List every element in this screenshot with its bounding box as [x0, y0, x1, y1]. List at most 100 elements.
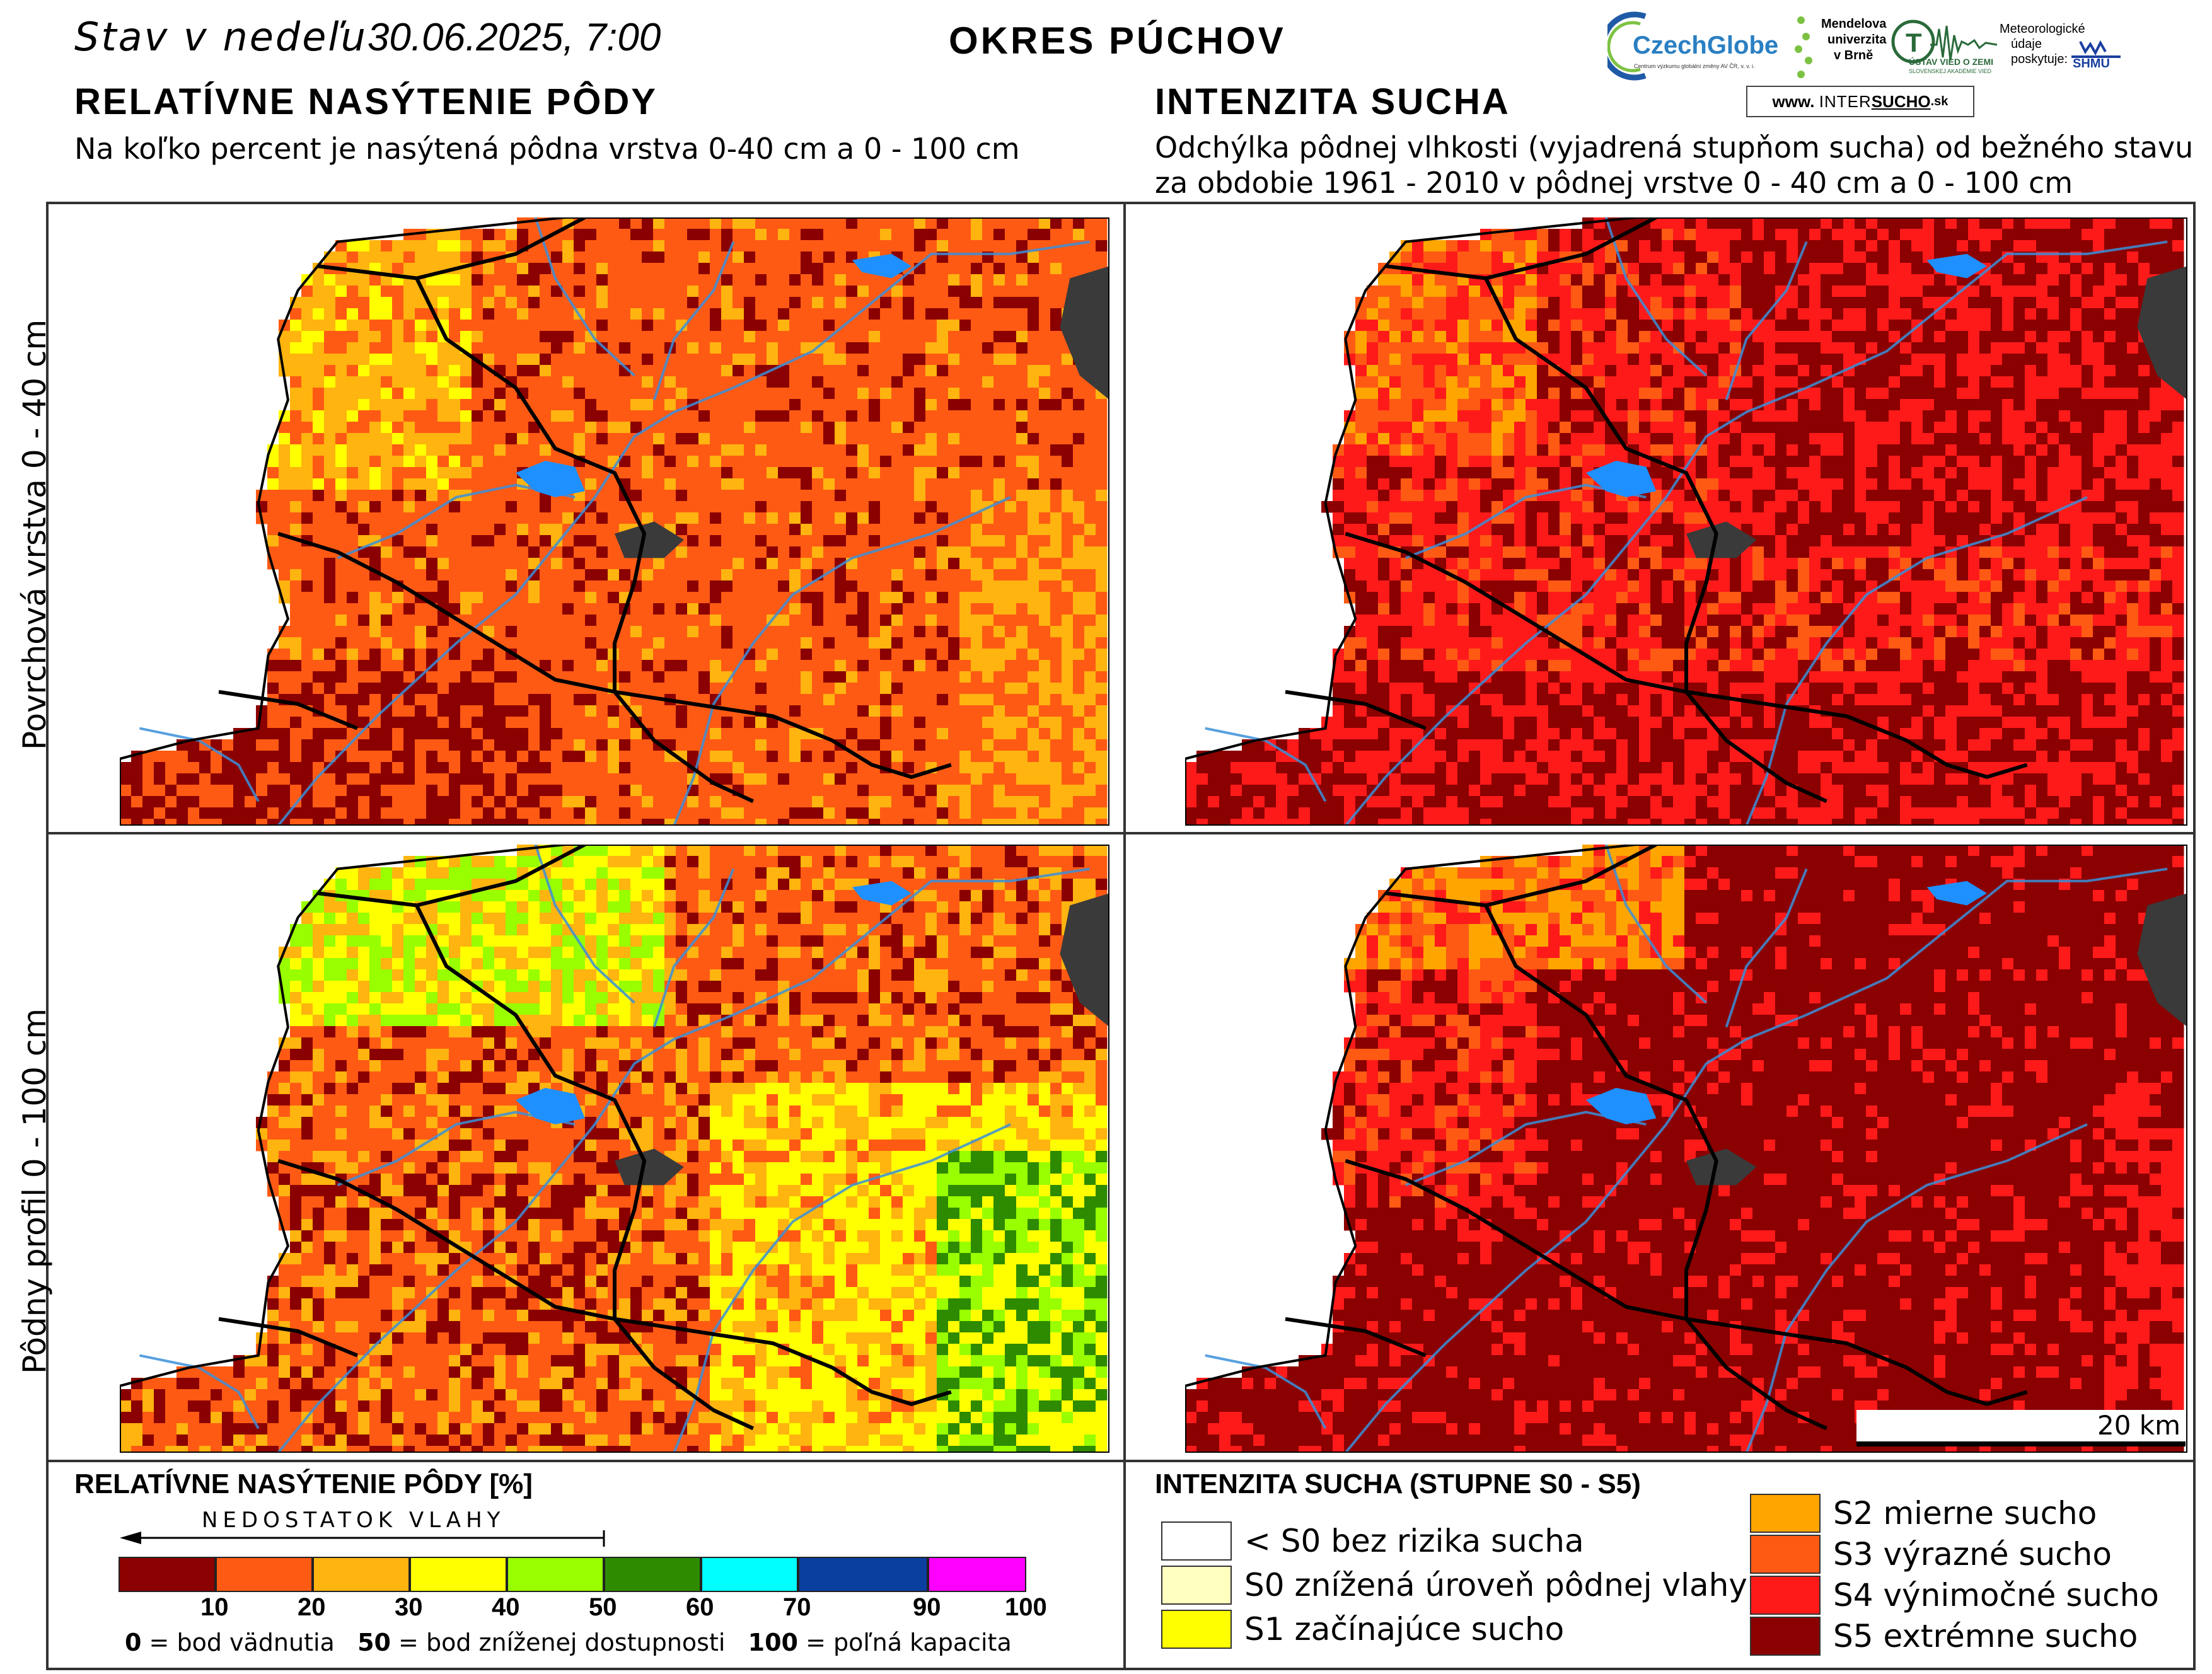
- raster-cell: [551, 751, 563, 763]
- raster-cell: [1855, 286, 1867, 297]
- raster-cell: [585, 535, 597, 547]
- raster-cell: [472, 796, 484, 808]
- raster-cell: [426, 671, 438, 683]
- raster-cell: [948, 694, 960, 706]
- raster-cell: [290, 603, 302, 615]
- raster-cell: [698, 308, 710, 320]
- intersucho-link[interactable]: www. INTER SUCHO .sk: [1746, 86, 1974, 117]
- raster-cell: [1650, 286, 1662, 297]
- raster-cell: [1877, 229, 1889, 241]
- raster-cell: [165, 819, 177, 826]
- raster-cell: [437, 569, 449, 581]
- raster-cell: [767, 683, 779, 695]
- raster-cell: [369, 728, 381, 740]
- raster-cell: [347, 660, 359, 672]
- raster-cell: [562, 501, 574, 513]
- raster-cell: [369, 251, 381, 263]
- raster-cell: [483, 603, 495, 615]
- raster-cell: [1866, 229, 1878, 241]
- raster-cell: [993, 626, 1005, 638]
- raster-cell: [755, 240, 767, 252]
- raster-cell: [335, 422, 347, 434]
- raster-cell: [233, 728, 245, 740]
- raster-cell: [574, 615, 586, 626]
- raster-cell: [653, 354, 665, 366]
- raster-cell: [733, 819, 744, 826]
- raster-cell: [1005, 263, 1017, 275]
- raster-cell: [880, 512, 892, 524]
- raster-cell: [460, 478, 472, 490]
- raster-cell: [1062, 365, 1074, 377]
- raster-cell: [687, 558, 699, 570]
- raster-cell: [2047, 286, 2059, 297]
- raster-cell: [188, 773, 200, 785]
- raster-cell: [1084, 422, 1096, 434]
- raster-cell: [392, 705, 404, 717]
- raster-cell: [256, 807, 268, 819]
- raster-cell: [369, 320, 381, 332]
- raster-cell: [449, 558, 461, 570]
- raster-cell: [562, 751, 574, 763]
- raster-cell: [154, 807, 166, 819]
- raster-cell: [971, 819, 983, 826]
- raster-cell: [1741, 308, 1753, 320]
- raster-cell: [744, 308, 756, 320]
- raster-cell: [959, 331, 971, 343]
- raster-cell: [993, 433, 1005, 445]
- raster-cell: [971, 762, 983, 774]
- raster-cell: [528, 807, 540, 819]
- raster-cell: [925, 819, 937, 826]
- raster-cell: [846, 626, 858, 638]
- raster-cell: [177, 785, 188, 797]
- raster-cell: [914, 286, 926, 297]
- raster-cell: [744, 671, 756, 683]
- raster-cell: [1050, 308, 1062, 320]
- raster-cell: [653, 512, 665, 524]
- raster-cell: [653, 773, 665, 785]
- raster-cell: [324, 331, 336, 343]
- raster-cell: [483, 558, 495, 570]
- raster-cell: [801, 694, 813, 706]
- raster-cell: [415, 365, 427, 377]
- raster-cell: [982, 626, 994, 638]
- raster-cell: [449, 580, 461, 592]
- raster-cell: [381, 512, 393, 524]
- raster-cell: [517, 705, 529, 717]
- raster-cell: [301, 433, 313, 445]
- raster-cell: [959, 297, 971, 309]
- raster-cell: [437, 467, 449, 479]
- raster-cell: [812, 297, 824, 309]
- raster-cell: [733, 297, 744, 309]
- raster-cell: [301, 444, 313, 456]
- raster-cell: [891, 467, 903, 479]
- raster-cell: [279, 524, 291, 536]
- raster-cell: [596, 342, 608, 354]
- raster-cell: [698, 807, 710, 819]
- raster-cell: [937, 410, 949, 422]
- raster-cell: [483, 490, 495, 502]
- raster-cell: [1446, 320, 1458, 332]
- raster-cell: [335, 739, 347, 751]
- raster-cell: [1446, 354, 1458, 366]
- raster-cell: [1050, 365, 1062, 377]
- raster-cell: [528, 603, 540, 615]
- raster-cell: [381, 728, 393, 740]
- raster-cell: [426, 467, 438, 479]
- raster-cell: [1039, 410, 1051, 422]
- raster-cell: [2127, 331, 2139, 343]
- raster-cell: [369, 501, 381, 513]
- raster-cell: [948, 399, 960, 411]
- raster-cell: [1843, 286, 1855, 297]
- raster-cell: [733, 308, 744, 320]
- raster-cell: [789, 796, 801, 808]
- raster-cell: [812, 558, 824, 570]
- raster-cell: [1446, 274, 1458, 286]
- raster-cell: [733, 354, 744, 366]
- raster-cell: [403, 739, 415, 751]
- raster-cell: [801, 558, 813, 570]
- raster-cell: [971, 796, 983, 808]
- raster-cell: [347, 286, 359, 297]
- raster-cell: [664, 240, 676, 252]
- raster-cell: [358, 376, 370, 388]
- raster-cell: [2070, 297, 2082, 309]
